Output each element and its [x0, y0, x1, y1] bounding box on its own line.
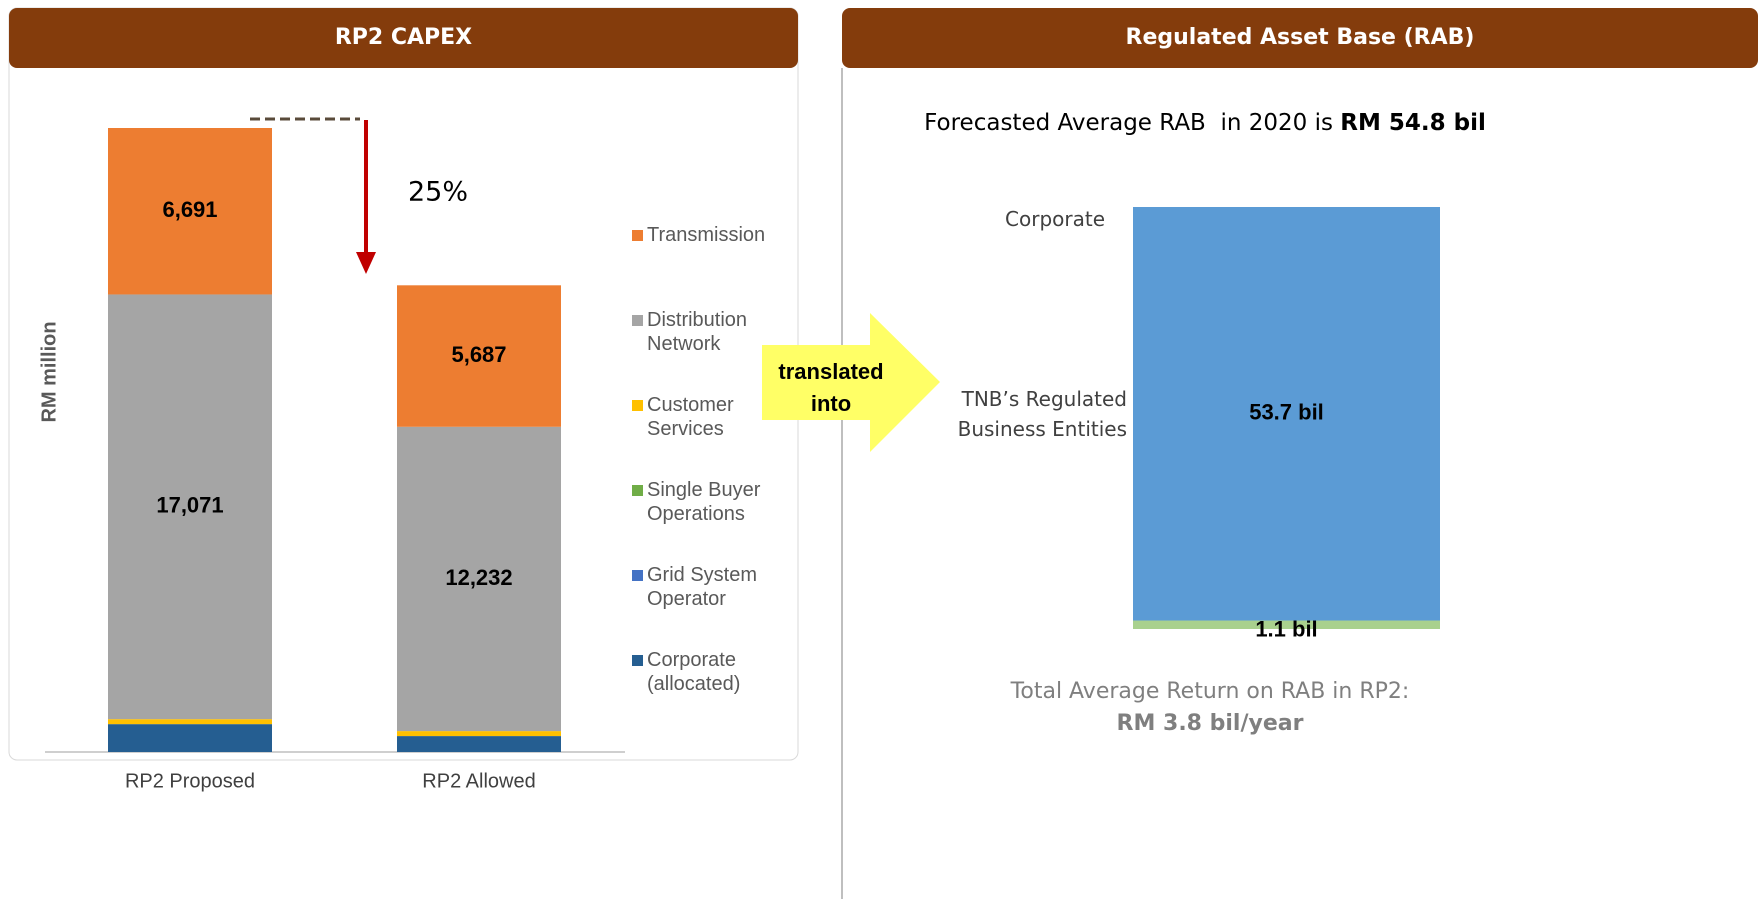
legend-swatch: [632, 485, 643, 496]
x-tick-label: RP2 Proposed: [125, 770, 255, 792]
bar-segment: [397, 426, 561, 732]
footnote: Total Average Return on RAB in RP2: RM 3.…: [980, 676, 1440, 740]
value-label: 5,687: [451, 342, 506, 367]
right-title: Regulated Asset Base (RAB): [1125, 25, 1475, 50]
bar-segment: [1133, 620, 1440, 629]
legend-label: Distribution Network: [647, 309, 748, 355]
reduction-arrow-head: [356, 252, 376, 274]
legend-label: Customer Services: [647, 394, 734, 440]
bar-segment: [108, 724, 272, 752]
legend-label: Corporate (allocated): [647, 649, 741, 695]
bar-segment: [108, 719, 272, 725]
legend-item: Grid System Operator: [632, 563, 782, 611]
connector-arrow: [762, 313, 940, 452]
legend-item: Transmission: [632, 223, 782, 247]
subtitle: Forecasted Average RAB in 2020 is RM 54.…: [860, 110, 1550, 136]
value-label: 17,071: [156, 493, 223, 518]
series-label: TNB’s Regulated Business Entities: [957, 386, 1127, 441]
legend-label: Grid System Operator: [647, 564, 758, 610]
legend-item: Distribution Network: [632, 308, 782, 356]
legend-item: Customer Services: [632, 393, 782, 441]
bar-segment: [397, 285, 561, 427]
legend-swatch: [632, 315, 643, 326]
right-header-bg: [842, 8, 1758, 68]
annotation: 25%: [408, 177, 468, 208]
legend-item: Corporate (allocated): [632, 648, 782, 696]
legend-swatch: [632, 570, 643, 581]
series-label: Corporate: [1005, 207, 1105, 231]
legend-label: Single Buyer Operations: [647, 479, 761, 525]
value-label: 53.7 bil: [1249, 400, 1324, 425]
left-header-bg: [9, 8, 798, 68]
legend-label: Transmission: [647, 224, 766, 246]
connector-label: translated into: [778, 359, 884, 416]
bar-segment: [108, 294, 272, 720]
value-label: 12,232: [445, 565, 512, 590]
subtitle-text: Forecasted Average RAB in 2020 is: [924, 110, 1341, 136]
legend-item: Single Buyer Operations: [632, 478, 782, 526]
y-axis-label: RM million: [38, 321, 60, 422]
value-label: 6,691: [162, 197, 217, 222]
subtitle-emphasis: RM 54.8 bil: [1340, 110, 1486, 136]
footnote-emphasis: RM 3.8 bil/year: [1116, 711, 1304, 736]
bar-segment: [397, 736, 561, 752]
legend-swatch: [632, 400, 643, 411]
left-title: RP2 CAPEX: [334, 25, 473, 50]
bar-segment: [108, 128, 272, 295]
legend-swatch: [632, 655, 643, 666]
bar-segment: [1133, 207, 1440, 621]
x-tick-label: RP2 Allowed: [422, 770, 535, 792]
legend-swatch: [632, 230, 643, 241]
footnote-text: Total Average Return on RAB in RP2:: [1010, 679, 1410, 704]
bar-segment: [397, 731, 561, 737]
